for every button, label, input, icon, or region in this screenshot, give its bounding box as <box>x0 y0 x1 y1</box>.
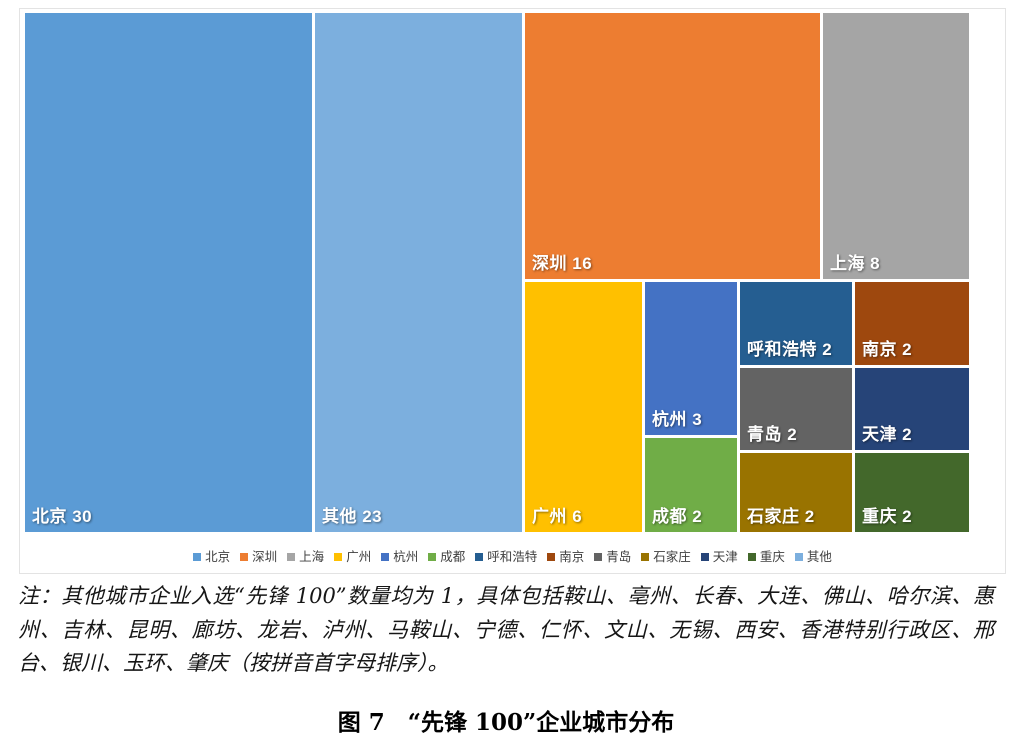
legend-swatch-icon <box>334 553 343 561</box>
legend-label: 北京 <box>205 550 231 564</box>
legend-label: 青岛 <box>606 550 632 564</box>
legend-swatch-icon <box>794 553 803 561</box>
legend-swatch-icon <box>641 553 650 561</box>
treemap-chart: 北京 30 其他 23 深圳 16 上海 8 广州 6 杭州 3 成都 2 呼和浩特 2 青岛 … <box>19 8 1006 574</box>
figure-note: 注：其他城市企业入选“先锋 100”数量均为 1，具体包括鞍山、亳州、长春、大连… <box>18 584 994 675</box>
tile-label: 北京 30 <box>32 507 93 526</box>
chart-legend: 北京 深圳 上海 广州 杭州 成都 呼和浩特 南京 青岛 石家庄 天津 重庆 其他 <box>20 549 1005 565</box>
legend-label: 其他 <box>806 550 832 564</box>
treemap-tile-other: 其他 23 <box>314 13 522 532</box>
tile-label: 石家庄 2 <box>746 506 815 526</box>
legend-item-other: 其他 <box>794 549 832 565</box>
legend-swatch-icon <box>287 553 296 561</box>
legend-label: 天津 <box>712 550 738 564</box>
legend-swatch-icon <box>547 553 556 561</box>
figure-caption: 图 7 “先锋 100”企业城市分布 <box>337 709 675 736</box>
tile-label: 其他 23 <box>321 507 383 526</box>
tile-label: 青岛 2 <box>746 424 798 444</box>
legend-label: 石家庄 <box>653 550 691 564</box>
legend-swatch-icon <box>594 553 603 561</box>
legend-item-tianjin: 天津 <box>700 549 738 565</box>
treemap-tile-chongqing: 重庆 2 <box>854 453 969 532</box>
tile-label: 深圳 16 <box>532 253 593 273</box>
legend-label: 深圳 <box>252 550 278 564</box>
legend-label: 呼和浩特 <box>487 550 538 564</box>
legend-swatch-icon <box>700 553 709 561</box>
legend-item-chongqing: 重庆 <box>747 549 785 565</box>
legend-item-nanjing: 南京 <box>547 549 584 565</box>
treemap-tile-tianjin: 天津 2 <box>854 367 969 450</box>
treemap-tile-shanghai: 上海 8 <box>822 13 969 279</box>
tile-label: 广州 6 <box>532 506 583 526</box>
treemap-tile-shenzhen: 深圳 16 <box>525 13 821 279</box>
legend-swatch-icon <box>475 553 484 561</box>
legend-item-chengdu: 成都 <box>428 549 465 565</box>
legend-swatch-icon <box>193 553 202 561</box>
treemap-tile-chengdu: 成都 2 <box>645 438 738 532</box>
treemap-tile-shijiazhuang: 石家庄 2 <box>739 453 852 532</box>
legend-label: 南京 <box>559 550 585 564</box>
tile-label: 杭州 3 <box>652 409 703 429</box>
legend-label: 杭州 <box>393 550 419 564</box>
tile-label: 南京 2 <box>861 339 913 359</box>
treemap-tile-guangzhou: 广州 6 <box>525 281 642 532</box>
legend-item-shanghai: 上海 <box>287 549 324 565</box>
legend-swatch-icon <box>747 553 756 561</box>
tile-label: 上海 8 <box>829 253 881 273</box>
legend-label: 成都 <box>440 550 466 564</box>
treemap-tile-beijing: 北京 30 <box>25 13 312 532</box>
tile-label: 重庆 2 <box>861 506 913 526</box>
legend-item-hangzhou: 杭州 <box>381 549 418 565</box>
legend-swatch-icon <box>240 553 249 561</box>
legend-item-guangzhou: 广州 <box>334 549 371 565</box>
treemap-tiles: 北京 30 其他 23 深圳 16 上海 8 广州 6 杭州 3 成都 2 呼和浩特 2 青岛 … <box>25 13 969 532</box>
legend-item-shenzhen: 深圳 <box>240 549 277 565</box>
legend-label: 上海 <box>299 550 325 564</box>
treemap-tile-hohhot: 呼和浩特 2 <box>739 281 852 365</box>
tile-label: 天津 2 <box>861 424 913 444</box>
treemap-tile-hangzhou: 杭州 3 <box>645 281 738 435</box>
legend-item-qingdao: 青岛 <box>594 549 631 565</box>
legend-swatch-icon <box>428 553 437 561</box>
legend-swatch-icon <box>381 553 390 561</box>
legend-item-beijing: 北京 <box>193 549 230 565</box>
legend-item-shijiazhuang: 石家庄 <box>641 549 691 565</box>
legend-label: 广州 <box>346 550 372 564</box>
treemap-tile-qingdao: 青岛 2 <box>739 367 852 450</box>
treemap-tile-nanjing: 南京 2 <box>854 281 969 365</box>
tile-label: 呼和浩特 2 <box>746 339 833 359</box>
legend-label: 重庆 <box>759 550 785 564</box>
tile-label: 成都 2 <box>652 506 703 526</box>
legend-item-hohhot: 呼和浩特 <box>475 549 537 565</box>
